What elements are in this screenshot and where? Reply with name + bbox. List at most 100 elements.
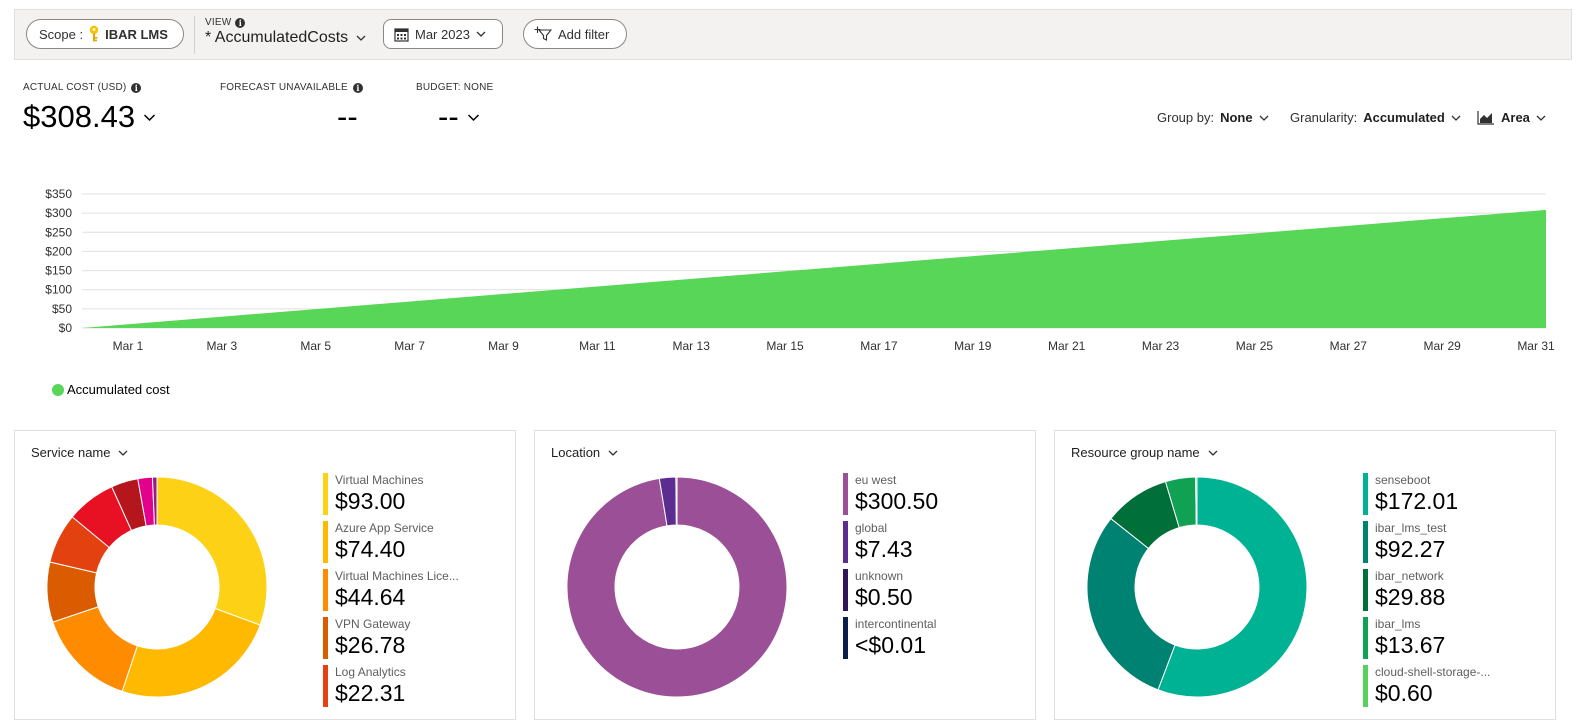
view-label: VIEW — [205, 17, 231, 28]
item-name: unknown — [855, 567, 938, 583]
scope-label: Scope : — [39, 27, 83, 42]
actual-cost-value-row[interactable]: $308.43 — [23, 99, 156, 135]
donut-slice[interactable] — [157, 477, 267, 625]
donut-slice[interactable] — [1196, 477, 1197, 525]
item-name: Virtual Machines — [335, 471, 459, 487]
y-tick-label: $300 — [45, 206, 72, 220]
item-value: $93.00 — [335, 487, 459, 515]
info-icon[interactable]: i — [131, 83, 141, 93]
info-icon: i — [235, 18, 245, 28]
actual-cost-kpi: ACTUAL COST (USD) i $308.43 — [23, 82, 156, 135]
item-name: ibar_network — [1375, 567, 1490, 583]
legend-list-item[interactable]: ibar_network$29.88 — [1363, 567, 1490, 615]
x-tick-label: Mar 25 — [1236, 339, 1274, 353]
y-tick-label: $200 — [45, 244, 72, 258]
x-tick-label: Mar 11 — [579, 339, 616, 353]
legend-list-item[interactable]: VPN Gateway$26.78 — [323, 615, 459, 663]
group-by-dropdown[interactable]: Group by: None — [1157, 110, 1269, 125]
x-tick-label: Mar 5 — [300, 339, 331, 353]
legend-list-item[interactable]: Azure App Service$74.40 — [323, 519, 459, 567]
card-title: Service name — [31, 445, 110, 460]
item-name: Azure App Service — [335, 519, 459, 535]
color-swatch — [323, 569, 328, 611]
item-name: ibar_lms_test — [1375, 519, 1490, 535]
item-value: $92.27 — [1375, 535, 1490, 563]
x-tick-label: Mar 3 — [207, 339, 238, 353]
item-value: $29.88 — [1375, 583, 1490, 611]
legend-list-item[interactable]: Log Analytics$22.31 — [323, 663, 459, 711]
x-tick-label: Mar 27 — [1330, 339, 1368, 353]
x-tick-label: Mar 15 — [766, 339, 804, 353]
chart-type-dropdown[interactable]: Area — [1477, 110, 1546, 125]
legend-list-item[interactable]: intercontinental<$0.01 — [843, 615, 938, 663]
item-value: $0.50 — [855, 583, 938, 611]
chart-type-value: Area — [1501, 110, 1530, 125]
x-tick-label: Mar 21 — [1048, 339, 1086, 353]
color-swatch — [1363, 521, 1368, 563]
chevron-down-icon — [356, 33, 366, 43]
legend-list-item[interactable]: ibar_lms$13.67 — [1363, 615, 1490, 663]
card-title: Resource group name — [1071, 445, 1200, 460]
legend-list-item[interactable]: Virtual Machines Lice...$44.64 — [323, 567, 459, 615]
info-icon[interactable]: i — [353, 83, 363, 93]
color-swatch — [1363, 473, 1368, 515]
legend-list-item[interactable]: cloud-shell-storage-...$0.60 — [1363, 663, 1490, 711]
color-swatch — [1363, 665, 1368, 707]
card-title-dropdown[interactable]: Service name — [31, 445, 128, 460]
budget-value-row[interactable]: -- — [416, 99, 493, 135]
legend-list-item[interactable]: global$7.43 — [843, 519, 938, 567]
budget-value: -- — [438, 99, 459, 135]
item-name: intercontinental — [855, 615, 938, 631]
legend-label: Accumulated cost — [67, 382, 170, 397]
legend-swatch — [52, 384, 64, 396]
legend-list-item[interactable]: ibar_lms_test$92.27 — [1363, 519, 1490, 567]
add-filter-button[interactable]: Add filter — [523, 19, 627, 49]
item-value: $0.60 — [1375, 679, 1490, 707]
kpi-label-row: BUDGET: NONE — [416, 82, 493, 93]
granularity-value: Accumulated — [1363, 110, 1445, 125]
color-swatch — [323, 665, 328, 707]
key-icon — [87, 25, 101, 43]
card-title-dropdown[interactable]: Location — [551, 445, 618, 460]
item-value: $172.01 — [1375, 487, 1490, 515]
donut-slice[interactable] — [53, 607, 138, 692]
date-range-button[interactable]: Mar 2023 — [383, 19, 503, 49]
granularity-dropdown[interactable]: Granularity: Accumulated — [1290, 110, 1461, 125]
scope-button[interactable]: Scope : IBAR LMS — [26, 19, 184, 49]
command-toolbar: Scope : IBAR LMS VIEW i * AccumulatedCos… — [14, 9, 1572, 60]
forecast-value-row: -- — [220, 99, 363, 135]
color-swatch — [323, 617, 328, 659]
legend-list-item[interactable]: eu west$300.50 — [843, 471, 938, 519]
card-title-dropdown[interactable]: Resource group name — [1071, 445, 1218, 460]
color-swatch — [323, 521, 328, 563]
chevron-down-icon — [476, 29, 486, 39]
forecast-value: -- — [337, 99, 358, 135]
granularity-label: Granularity: — [1290, 110, 1357, 125]
legend-list-item[interactable]: Virtual Machines$93.00 — [323, 471, 459, 519]
y-tick-label: $350 — [45, 187, 72, 201]
view-name-row: * AccumulatedCosts — [205, 29, 366, 47]
accumulated-cost-area[interactable] — [82, 210, 1546, 328]
x-tick-label: Mar 7 — [394, 339, 425, 353]
scope-value: IBAR LMS — [105, 27, 168, 42]
color-swatch — [323, 473, 328, 515]
donut-slice[interactable] — [1087, 519, 1175, 690]
y-tick-label: $250 — [45, 225, 72, 239]
y-tick-label: $0 — [59, 321, 73, 335]
legend-list-item[interactable]: unknown$0.50 — [843, 567, 938, 615]
legend-list-item[interactable]: senseboot$172.01 — [1363, 471, 1490, 519]
view-selector[interactable]: VIEW i * AccumulatedCosts — [205, 17, 366, 47]
donut-slice[interactable] — [122, 608, 260, 697]
toolbar-divider — [194, 16, 195, 54]
chevron-down-icon — [1208, 448, 1218, 458]
item-value: $74.40 — [335, 535, 459, 563]
item-value: <$0.01 — [855, 631, 938, 659]
x-tick-label: Mar 31 — [1517, 339, 1555, 353]
color-swatch — [843, 473, 848, 515]
x-tick-label: Mar 23 — [1142, 339, 1180, 353]
location-donut-chart — [557, 467, 797, 707]
color-swatch — [1363, 569, 1368, 611]
